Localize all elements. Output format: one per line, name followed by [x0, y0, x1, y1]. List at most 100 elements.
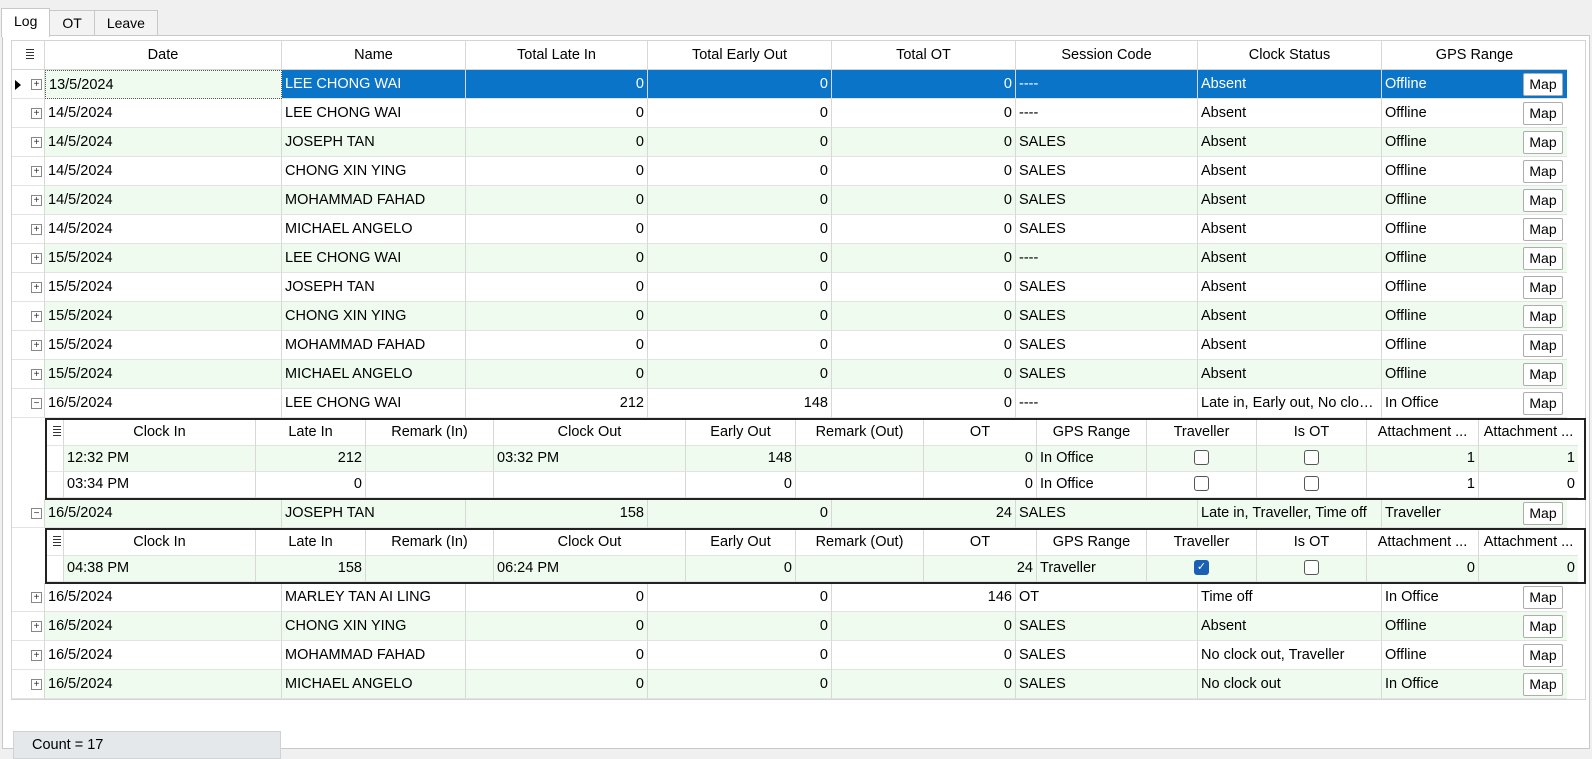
clock-status-cell[interactable]: Late in, Traveller, Time off [1198, 499, 1382, 528]
ot-cell[interactable]: 0 [832, 641, 1016, 670]
ot-cell[interactable]: 0 [832, 215, 1016, 244]
late-in-cell[interactable]: 0 [466, 670, 648, 699]
clock-status-cell[interactable]: Absent [1198, 612, 1382, 641]
ot-cell[interactable]: 0 [832, 244, 1016, 273]
map-button[interactable]: Map [1523, 102, 1563, 125]
collapse-icon[interactable]: − [31, 398, 42, 409]
ot-cell[interactable]: 0 [832, 128, 1016, 157]
name-cell[interactable]: CHONG XIN YING [282, 302, 466, 331]
gps-range-cell[interactable]: Offline Map [1382, 302, 1567, 331]
name-cell[interactable]: LEE CHONG WAI [282, 70, 466, 99]
early-out-cell[interactable]: 0 [648, 360, 832, 389]
session-code-cell[interactable]: SALES [1016, 157, 1198, 186]
gps-range-cell[interactable]: In Office Map [1382, 389, 1567, 418]
map-button[interactable]: Map [1523, 673, 1563, 696]
ot-cell[interactable]: 0 [832, 360, 1016, 389]
early-out-cell[interactable]: 0 [648, 499, 832, 528]
detail-remark-in-cell[interactable] [366, 446, 494, 472]
map-button[interactable]: Map [1523, 586, 1563, 609]
clock-status-cell[interactable]: Time off [1198, 583, 1382, 612]
name-cell[interactable]: LEE CHONG WAI [282, 244, 466, 273]
detail-ot-cell[interactable]: 0 [924, 472, 1037, 498]
session-code-cell[interactable]: SALES [1016, 331, 1198, 360]
map-button[interactable]: Map [1523, 502, 1563, 525]
is-ot-checkbox[interactable] [1304, 449, 1319, 465]
detail-clock-in-cell[interactable]: 04:38 PM [64, 556, 256, 582]
detail-remark-in-cell[interactable] [366, 556, 494, 582]
expand-icon[interactable]: + [31, 224, 42, 235]
detail-early-out-cell[interactable]: 0 [686, 556, 796, 582]
expand-icon[interactable]: + [31, 166, 42, 177]
table-row[interactable]: +16/5/2024 MOHAMMAD FAHAD 0 0 0 SALES No clock… [12, 641, 1587, 670]
clock-status-cell[interactable]: Absent [1198, 215, 1382, 244]
date-cell[interactable]: 15/5/2024 [45, 302, 282, 331]
session-code-cell[interactable]: SALES [1016, 612, 1198, 641]
table-row[interactable]: +14/5/2024 LEE CHONG WAI 0 0 0 ---- Absent Offl… [12, 99, 1587, 128]
expand-icon[interactable]: + [31, 108, 42, 119]
map-button[interactable]: Map [1523, 218, 1563, 241]
detail-remark-out-cell[interactable] [796, 472, 924, 498]
early-out-cell[interactable]: 0 [648, 99, 832, 128]
table-row[interactable]: +15/5/2024 CHONG XIN YING 0 0 0 SALES Absent Of… [12, 302, 1587, 331]
gps-range-cell[interactable]: Offline Map [1382, 612, 1567, 641]
detail-gps-range-cell[interactable]: In Office [1037, 446, 1147, 472]
detail-col-gps-range[interactable]: GPS Range [1037, 420, 1147, 446]
gps-range-cell[interactable]: Offline Map [1382, 186, 1567, 215]
late-in-cell[interactable]: 0 [466, 302, 648, 331]
table-row[interactable]: +15/5/2024 MICHAEL ANGELO 0 0 0 SALES Absent Of… [12, 360, 1587, 389]
table-row[interactable]: +15/5/2024 LEE CHONG WAI 0 0 0 ---- Absent Offl… [12, 244, 1587, 273]
ot-cell[interactable]: 0 [832, 157, 1016, 186]
detail-col-traveller[interactable]: Traveller [1147, 420, 1257, 446]
detail-clock-out-cell[interactable]: 06:24 PM [494, 556, 686, 582]
ot-cell[interactable]: 0 [832, 670, 1016, 699]
early-out-cell[interactable]: 148 [648, 389, 832, 418]
gps-range-cell[interactable]: Offline Map [1382, 331, 1567, 360]
gps-range-cell[interactable]: Offline Map [1382, 360, 1567, 389]
clock-status-cell[interactable]: Absent [1198, 331, 1382, 360]
early-out-cell[interactable]: 0 [648, 331, 832, 360]
date-cell[interactable]: 15/5/2024 [45, 244, 282, 273]
date-cell[interactable]: 16/5/2024 [45, 612, 282, 641]
early-out-cell[interactable]: 0 [648, 128, 832, 157]
traveller-checkbox[interactable] [1194, 475, 1209, 491]
detail-remark-in-cell[interactable] [366, 472, 494, 498]
detail-column-chooser-icon[interactable] [47, 530, 64, 556]
clock-status-cell[interactable]: No clock out [1198, 670, 1382, 699]
clock-status-cell[interactable]: Absent [1198, 360, 1382, 389]
detail-traveller-cell[interactable] [1147, 472, 1257, 498]
gps-range-cell[interactable]: In Office Map [1382, 583, 1567, 612]
detail-gps-range-cell[interactable]: Traveller [1037, 556, 1147, 582]
expand-icon[interactable]: + [31, 340, 42, 351]
tab-ot[interactable]: OT [49, 10, 95, 36]
detail-traveller-cell[interactable] [1147, 446, 1257, 472]
session-code-cell[interactable]: OT [1016, 583, 1198, 612]
detail-late-in-cell[interactable]: 212 [256, 446, 366, 472]
detail-is-ot-cell[interactable] [1257, 472, 1367, 498]
table-row[interactable]: +14/5/2024 MOHAMMAD FAHAD 0 0 0 SALES Absent Of… [12, 186, 1587, 215]
col-total-late-in[interactable]: Total Late In [466, 41, 648, 70]
detail-col-gps-range[interactable]: GPS Range [1037, 530, 1147, 556]
early-out-cell[interactable]: 0 [648, 273, 832, 302]
ot-cell[interactable]: 0 [832, 302, 1016, 331]
early-out-cell[interactable]: 0 [648, 641, 832, 670]
map-button[interactable]: Map [1523, 334, 1563, 357]
name-cell[interactable]: MOHAMMAD FAHAD [282, 186, 466, 215]
clock-status-cell[interactable]: Absent [1198, 70, 1382, 99]
detail-remark-out-cell[interactable] [796, 556, 924, 582]
gps-range-cell[interactable]: Offline Map [1382, 70, 1567, 99]
traveller-checkbox[interactable] [1194, 449, 1209, 465]
late-in-cell[interactable]: 0 [466, 331, 648, 360]
name-cell[interactable]: MARLEY TAN AI LING [282, 583, 466, 612]
late-in-cell[interactable]: 0 [466, 157, 648, 186]
detail-col-is-ot[interactable]: Is OT [1257, 420, 1367, 446]
detail-clock-in-cell[interactable]: 03:34 PM [64, 472, 256, 498]
session-code-cell[interactable]: SALES [1016, 499, 1198, 528]
detail-attachment-1-cell[interactable]: 1 [1367, 446, 1479, 472]
session-code-cell[interactable]: SALES [1016, 186, 1198, 215]
detail-is-ot-cell[interactable] [1257, 446, 1367, 472]
detail-early-out-cell[interactable]: 0 [686, 472, 796, 498]
gps-range-cell[interactable]: In Office Map [1382, 670, 1567, 699]
gps-range-cell[interactable]: Offline Map [1382, 215, 1567, 244]
ot-cell[interactable]: 0 [832, 331, 1016, 360]
detail-late-in-cell[interactable]: 158 [256, 556, 366, 582]
